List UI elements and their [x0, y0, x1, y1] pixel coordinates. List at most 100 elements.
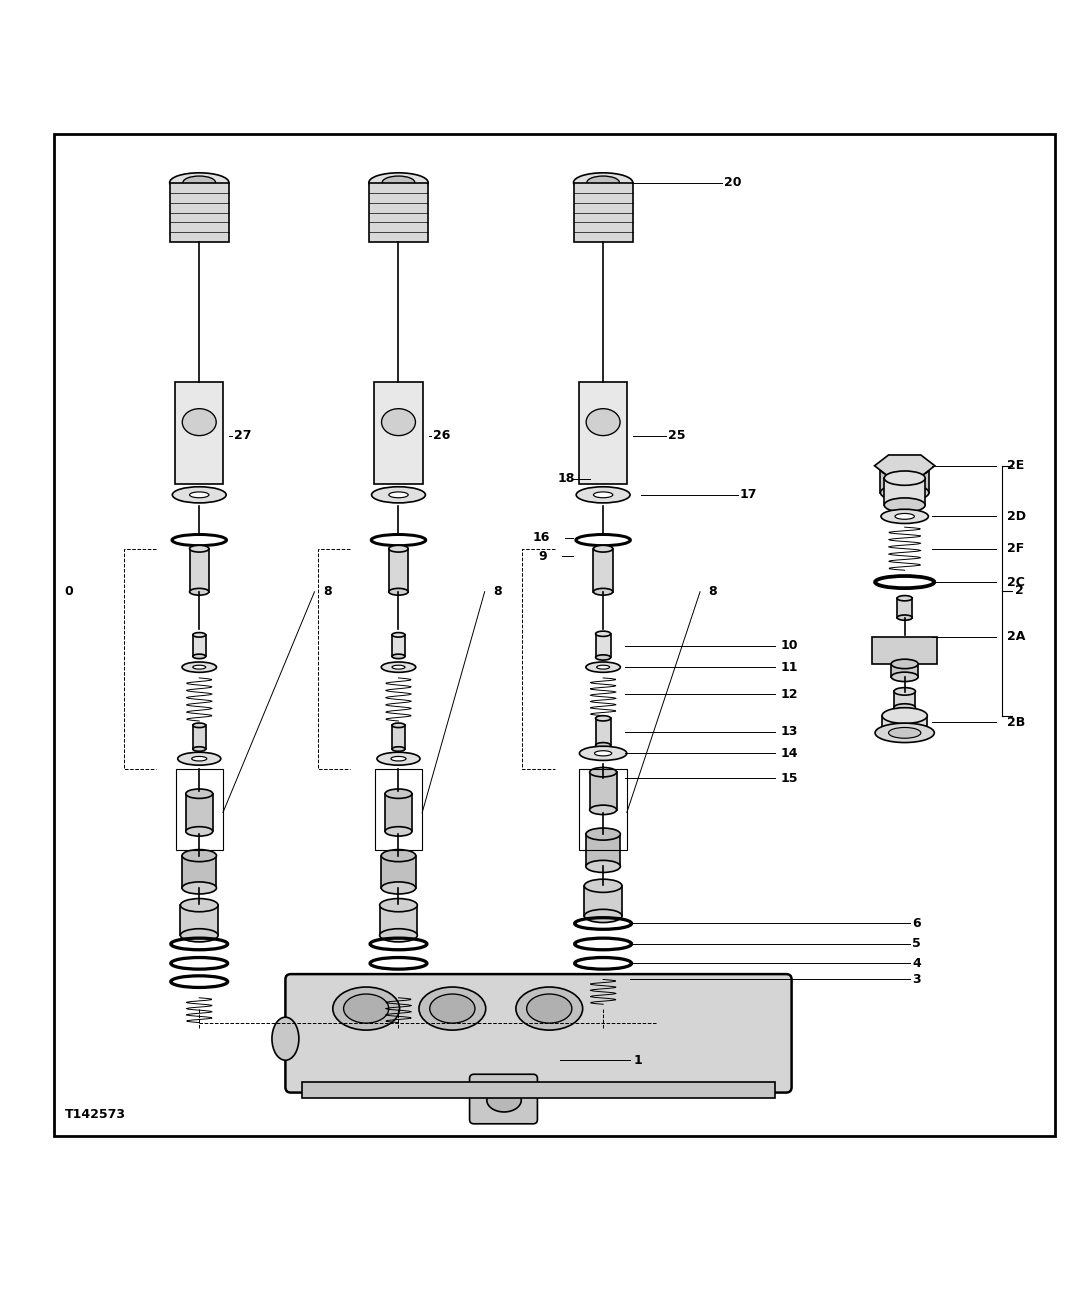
Bar [170, 182, 228, 242]
Ellipse shape [576, 487, 630, 503]
Text: 20: 20 [724, 176, 741, 189]
Ellipse shape [590, 767, 616, 777]
Ellipse shape [182, 409, 216, 436]
Text: 17: 17 [740, 488, 757, 501]
Ellipse shape [379, 898, 418, 911]
Ellipse shape [392, 723, 405, 728]
Ellipse shape [881, 509, 928, 523]
Text: 26: 26 [433, 430, 450, 443]
Text: 8: 8 [323, 586, 332, 598]
Ellipse shape [574, 173, 632, 193]
Bar [574, 182, 633, 242]
Ellipse shape [884, 471, 925, 486]
Bar [590, 772, 617, 810]
Bar [585, 885, 623, 915]
Text: 2D: 2D [1007, 510, 1026, 523]
Bar [302, 1082, 775, 1098]
FancyBboxPatch shape [285, 974, 792, 1092]
Ellipse shape [272, 1017, 299, 1060]
Bar [596, 634, 611, 658]
Ellipse shape [185, 827, 213, 836]
Ellipse shape [596, 655, 611, 660]
Ellipse shape [381, 881, 416, 894]
Text: 18: 18 [558, 473, 575, 486]
Bar [882, 716, 927, 733]
Text: 16: 16 [533, 531, 550, 544]
Ellipse shape [391, 756, 406, 760]
Text: 5: 5 [912, 937, 921, 950]
Ellipse shape [192, 756, 207, 760]
Ellipse shape [379, 928, 418, 941]
Ellipse shape [897, 595, 912, 600]
Ellipse shape [182, 661, 216, 672]
Ellipse shape [597, 665, 610, 669]
Bar [193, 725, 206, 749]
Ellipse shape [182, 881, 216, 894]
Bar [174, 381, 224, 484]
Bar [586, 835, 620, 866]
Text: 13: 13 [781, 725, 798, 738]
Text: 25: 25 [668, 430, 685, 443]
Ellipse shape [596, 631, 611, 637]
Text: 27: 27 [234, 430, 251, 443]
Bar [379, 905, 417, 935]
Text: 8: 8 [709, 586, 717, 598]
Ellipse shape [381, 409, 416, 436]
Text: T142573: T142573 [65, 1108, 126, 1121]
Ellipse shape [389, 546, 408, 552]
Text: 6: 6 [912, 917, 921, 930]
Ellipse shape [392, 665, 405, 669]
Text: 2: 2 [1015, 585, 1023, 598]
Bar [392, 725, 405, 749]
Text: 12: 12 [781, 687, 798, 700]
Ellipse shape [882, 725, 927, 741]
Ellipse shape [889, 728, 921, 738]
Ellipse shape [178, 753, 221, 766]
Bar [180, 905, 218, 935]
Ellipse shape [193, 665, 206, 669]
Text: 4: 4 [912, 957, 921, 970]
Ellipse shape [596, 742, 611, 747]
Ellipse shape [190, 492, 209, 497]
Ellipse shape [190, 589, 209, 595]
Bar [392, 635, 405, 656]
Ellipse shape [172, 487, 226, 503]
Bar [897, 598, 912, 617]
FancyBboxPatch shape [470, 1074, 537, 1124]
Ellipse shape [182, 850, 216, 862]
Ellipse shape [372, 487, 425, 503]
Ellipse shape [185, 789, 213, 798]
Bar [894, 691, 915, 707]
Ellipse shape [181, 928, 218, 941]
Ellipse shape [193, 747, 206, 751]
Ellipse shape [516, 987, 583, 1030]
Ellipse shape [392, 654, 405, 659]
Bar [593, 548, 613, 592]
Text: 1: 1 [633, 1053, 642, 1066]
Ellipse shape [590, 805, 616, 815]
Bar [386, 794, 411, 832]
Text: 15: 15 [781, 772, 798, 785]
Text: 9: 9 [538, 549, 547, 562]
Ellipse shape [596, 716, 611, 721]
Ellipse shape [897, 615, 912, 620]
Bar [368, 182, 428, 242]
Text: 2C: 2C [1007, 575, 1025, 589]
Bar [381, 855, 416, 888]
Ellipse shape [389, 492, 408, 497]
Ellipse shape [586, 861, 620, 872]
Bar [182, 855, 216, 888]
Bar [193, 635, 206, 656]
Text: 0: 0 [65, 586, 73, 598]
Ellipse shape [377, 753, 420, 766]
Bar [892, 664, 918, 677]
Text: 2E: 2E [1007, 460, 1024, 473]
Ellipse shape [183, 176, 215, 189]
Bar [596, 719, 611, 745]
Ellipse shape [344, 993, 389, 1023]
Bar [375, 381, 422, 484]
Ellipse shape [881, 461, 928, 478]
Ellipse shape [884, 497, 925, 512]
Ellipse shape [593, 492, 613, 497]
Ellipse shape [392, 633, 405, 637]
